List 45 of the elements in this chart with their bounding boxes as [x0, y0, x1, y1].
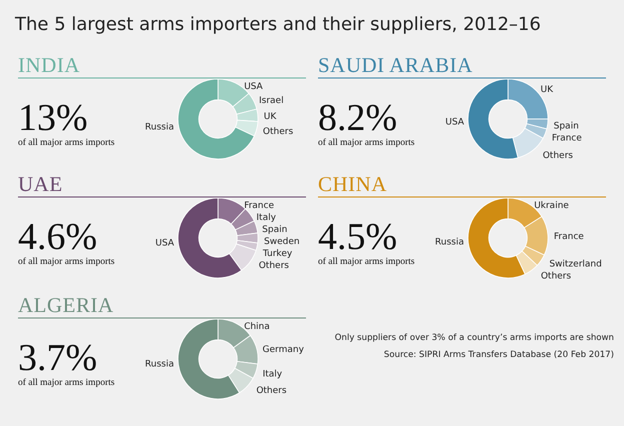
text: 3.7%: [18, 337, 98, 379]
slice-label: USA: [445, 118, 465, 128]
chart-title: ALGERIA: [18, 293, 114, 317]
slice-label: Russia: [145, 122, 174, 132]
slice-label: Germany: [262, 345, 305, 356]
slice-label: China: [244, 322, 270, 332]
slice-label: Others: [542, 150, 574, 161]
slice-label: Others: [262, 126, 294, 137]
slice-label: Switzerland: [549, 260, 602, 270]
slice-label: UK: [264, 112, 278, 122]
slice-label: Spain: [262, 225, 288, 235]
text: of all major arms imports: [18, 378, 115, 388]
slice-label: Sweden: [264, 237, 300, 247]
chart-title: SAUDI ARABIA: [318, 53, 474, 77]
slice-label: UK: [540, 84, 554, 95]
text: of all major arms imports: [18, 138, 115, 148]
slice-label: Turkey: [262, 249, 293, 259]
slice-label: Others: [256, 386, 287, 396]
slice-label: Russia: [145, 359, 174, 370]
slice-label: Spain: [554, 122, 579, 132]
text: 8.2%: [318, 97, 398, 139]
slice-label: France: [554, 232, 584, 242]
slice-label: France: [552, 134, 582, 144]
slice-label: USA: [155, 238, 175, 249]
slice-label: Others: [540, 272, 572, 282]
slice-label: Others: [258, 261, 290, 271]
text: 13%: [18, 97, 88, 139]
text: 4.5%: [318, 216, 398, 258]
slice-label: Russia: [435, 238, 464, 248]
slice-label: Italy: [256, 213, 277, 223]
text: of all major arms imports: [318, 257, 415, 267]
text: of all major arms imports: [18, 257, 115, 267]
text: 4.6%: [18, 216, 98, 258]
slice-label: Italy: [262, 370, 283, 380]
slice-label: Ukraine: [534, 201, 570, 211]
chart-title: INDIA: [18, 53, 80, 77]
text: Only suppliers of over 3% of a country’s arms imports are shown: [334, 333, 614, 343]
text: The 5 largest arms importers and their suppliers, 2012–16: [14, 14, 541, 35]
slice-label: USA: [244, 82, 264, 92]
chart-title: UAE: [18, 172, 63, 196]
text: of all major arms imports: [318, 138, 415, 148]
source-note: Source: SIPRI Arms Transfers Database (20 Feb 2017): [384, 350, 614, 360]
slice-label: France: [244, 201, 274, 211]
slice-label: Israel: [258, 96, 284, 106]
chart-title: CHINA: [318, 172, 388, 196]
